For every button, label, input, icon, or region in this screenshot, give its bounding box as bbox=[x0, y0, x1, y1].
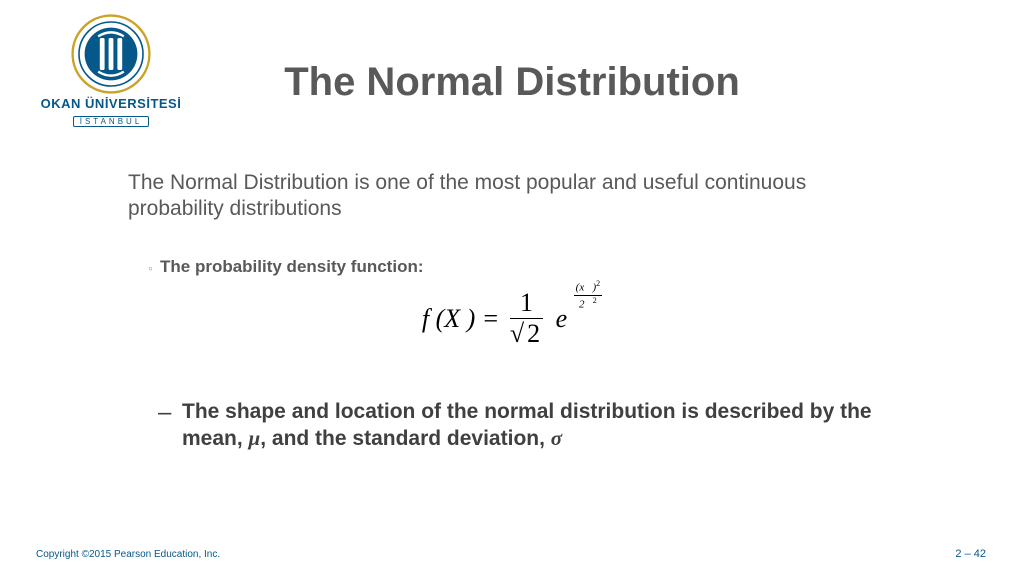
formula-e: e bbox=[556, 304, 568, 334]
description-text: The shape and location of the normal dis… bbox=[182, 398, 902, 453]
desc-sigma: σ bbox=[551, 426, 562, 450]
sqrt-symbol: √ bbox=[510, 319, 524, 348]
formula-fraction: 1 √2 bbox=[510, 290, 543, 347]
intro-text: The Normal Distribution is one of the mo… bbox=[128, 170, 888, 223]
desc-between: , and the standard deviation, bbox=[260, 427, 551, 450]
desc-mu: μ bbox=[249, 426, 261, 450]
logo-city-name: İSTANBUL bbox=[73, 116, 150, 127]
exp-num-sup: 2 bbox=[596, 279, 600, 288]
footer-copyright: Copyright ©2015 Pearson Education, Inc. bbox=[36, 549, 220, 560]
subhead-bullet: ◦ bbox=[148, 260, 153, 276]
slide-title: The Normal Distribution bbox=[0, 60, 1024, 105]
exp-denominator: 2 2 bbox=[574, 296, 602, 311]
footer-page-number: 2 – 42 bbox=[955, 548, 986, 560]
exp-den-left: 2 bbox=[579, 298, 585, 310]
formula-denominator: √2 bbox=[510, 319, 543, 347]
description-dash: – bbox=[158, 399, 171, 427]
subhead-text: The probability density function: bbox=[160, 257, 424, 277]
exp-den-sup: 2 bbox=[593, 296, 597, 305]
formula-exponent: (x )2 2 2 bbox=[574, 280, 602, 310]
sqrt-inside: 2 bbox=[524, 318, 543, 348]
exp-numerator: (x )2 bbox=[574, 280, 602, 296]
formula-lhs: f (X ) = bbox=[422, 304, 499, 334]
formula-numerator: 1 bbox=[510, 290, 543, 319]
exp-num-left: (x bbox=[576, 282, 585, 294]
slide: OKAN ÜNİVERSİTESİ İSTANBUL The Normal Di… bbox=[0, 0, 1024, 574]
pdf-formula: f (X ) = 1 √2 e (x )2 2 2 bbox=[0, 290, 1024, 347]
